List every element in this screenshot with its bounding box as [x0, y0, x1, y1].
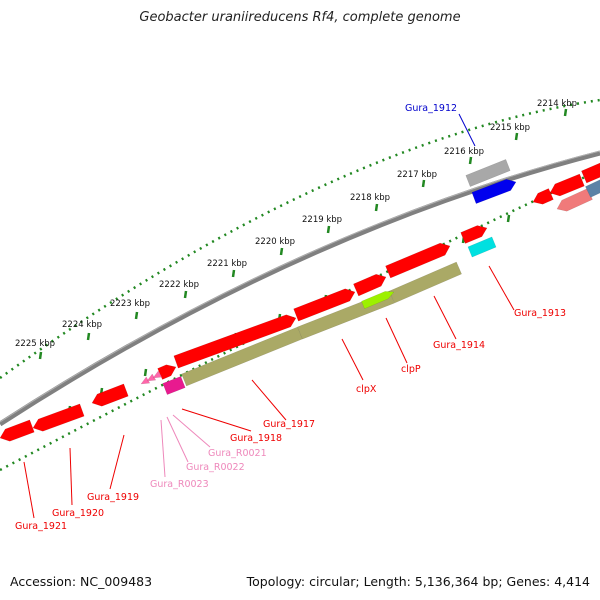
- accession-text: Accession: NC_009483: [10, 574, 153, 589]
- ruler-tick-mark: [326, 225, 331, 234]
- ruler-tick-mark: [468, 156, 473, 165]
- gene-label[interactable]: Gura_1914: [433, 340, 485, 351]
- kbp-tick-label: 2214 kbp: [537, 99, 577, 109]
- ruler-tick-mark: [143, 368, 148, 377]
- ruler-tick-mark: [38, 351, 43, 360]
- ruler-outer-dots: [0, 98, 600, 380]
- label-leader-line: [458, 113, 476, 147]
- kbp-tick-label: 2215 kbp: [490, 123, 530, 133]
- label-leader-line: [23, 461, 35, 519]
- label-leader-line: [69, 447, 73, 506]
- gene-label[interactable]: Gura_R0023: [150, 479, 209, 490]
- gene-arrow[interactable]: [460, 225, 488, 244]
- kbp-tick-label: 2224 kbp: [62, 320, 102, 330]
- rna-arrow[interactable]: [152, 370, 162, 379]
- kbp-tick-label: 2219 kbp: [302, 215, 342, 225]
- gene-label[interactable]: Gura_1912: [405, 103, 457, 114]
- ruler-inner-dots: [0, 168, 600, 472]
- kbp-tick-label: 2221 kbp: [207, 259, 247, 269]
- kbp-tick-label: 2220 kbp: [255, 237, 295, 247]
- label-leader-line: [433, 295, 457, 340]
- label-leader-line: [488, 265, 515, 311]
- ruler-tick-mark: [506, 214, 511, 223]
- gene-label[interactable]: clpP: [401, 364, 421, 375]
- ruler-tick-mark: [279, 247, 284, 256]
- ruler-tick-mark: [421, 179, 426, 188]
- label-leader-line: [160, 419, 166, 478]
- label-leader-line: [341, 338, 364, 381]
- genome-backbone-shine: [0, 150, 600, 423]
- gene-label[interactable]: Gura_1917: [263, 419, 315, 430]
- gene-label[interactable]: Gura_1918: [230, 433, 282, 444]
- ruler-outer-ticks: [38, 108, 568, 360]
- ruler-tick-mark: [231, 269, 236, 278]
- label-leader-line: [181, 408, 252, 432]
- gene-arrow[interactable]: [471, 178, 517, 204]
- kbp-tick-label: 2225 kbp: [15, 339, 55, 349]
- gene-arrow[interactable]: [353, 273, 387, 297]
- gene-arrow[interactable]: [549, 173, 585, 197]
- gene-arrow[interactable]: [0, 419, 35, 442]
- gene-label[interactable]: Gura_R0022: [186, 462, 245, 473]
- gene-arrow[interactable]: [465, 159, 511, 187]
- gene-arrow[interactable]: [385, 242, 451, 279]
- ruler-outer: [0, 98, 600, 380]
- kbp-tick-label: 2218 kbp: [350, 193, 390, 203]
- ruler-tick-mark: [134, 311, 139, 320]
- gene-label[interactable]: clpX: [356, 384, 377, 395]
- kbp-labels: 2214 kbp 2215 kbp 2216 kbp 2217 kbp 2218 kbp…: [15, 99, 577, 349]
- gene-arrow[interactable]: [585, 179, 600, 198]
- gene-label[interactable]: Gura_1913: [514, 308, 566, 319]
- operon-bar[interactable]: [181, 326, 303, 387]
- genome-stats-text: Topology: circular; Length: 5,136,364 bp…: [246, 574, 590, 589]
- gene-arrow[interactable]: [157, 364, 177, 380]
- ruler-tick-mark: [374, 203, 379, 212]
- kbp-tick-label: 2216 kbp: [444, 147, 484, 157]
- gene-arrow[interactable]: [173, 314, 297, 369]
- map-title: Geobacter uraniireducens Rf4, complete g…: [139, 10, 461, 25]
- gene-arrow[interactable]: [581, 162, 600, 184]
- gene-label[interactable]: Gura_1921: [15, 521, 67, 532]
- label-leader-line: [172, 414, 211, 448]
- gene-arrow[interactable]: [32, 403, 85, 432]
- kbp-tick-label: 2223 kbp: [110, 299, 150, 309]
- gene-labels: Gura_1912 Gura_1913 Gura_1914 clpP clpX Gura_…: [15, 103, 566, 532]
- gene-arrow[interactable]: [467, 236, 497, 258]
- ruler-tick-mark: [514, 132, 519, 141]
- gene-arrow[interactable]: [361, 291, 395, 310]
- gene-label[interactable]: Gura_R0021: [208, 448, 267, 459]
- ruler-tick-mark: [86, 332, 91, 341]
- genome-backbone: [0, 150, 600, 427]
- label-leader-line: [251, 379, 287, 421]
- gene-arrow[interactable]: [162, 376, 186, 395]
- gene-label[interactable]: Gura_1920: [52, 508, 104, 519]
- gene-arrow[interactable]: [91, 383, 129, 407]
- gene-arrows: [0, 159, 600, 442]
- gene-arrow[interactable]: [532, 188, 554, 205]
- gene-label[interactable]: Gura_1919: [87, 492, 139, 503]
- gene-arrow[interactable]: [293, 288, 356, 322]
- label-leader-line: [385, 317, 408, 364]
- ruler-tick-mark: [563, 108, 568, 117]
- kbp-tick-label: 2217 kbp: [397, 170, 437, 180]
- label-leader-line: [109, 434, 125, 490]
- ruler-tick-mark: [183, 290, 188, 299]
- kbp-tick-label: 2222 kbp: [159, 280, 199, 290]
- label-leader-line: [166, 416, 189, 463]
